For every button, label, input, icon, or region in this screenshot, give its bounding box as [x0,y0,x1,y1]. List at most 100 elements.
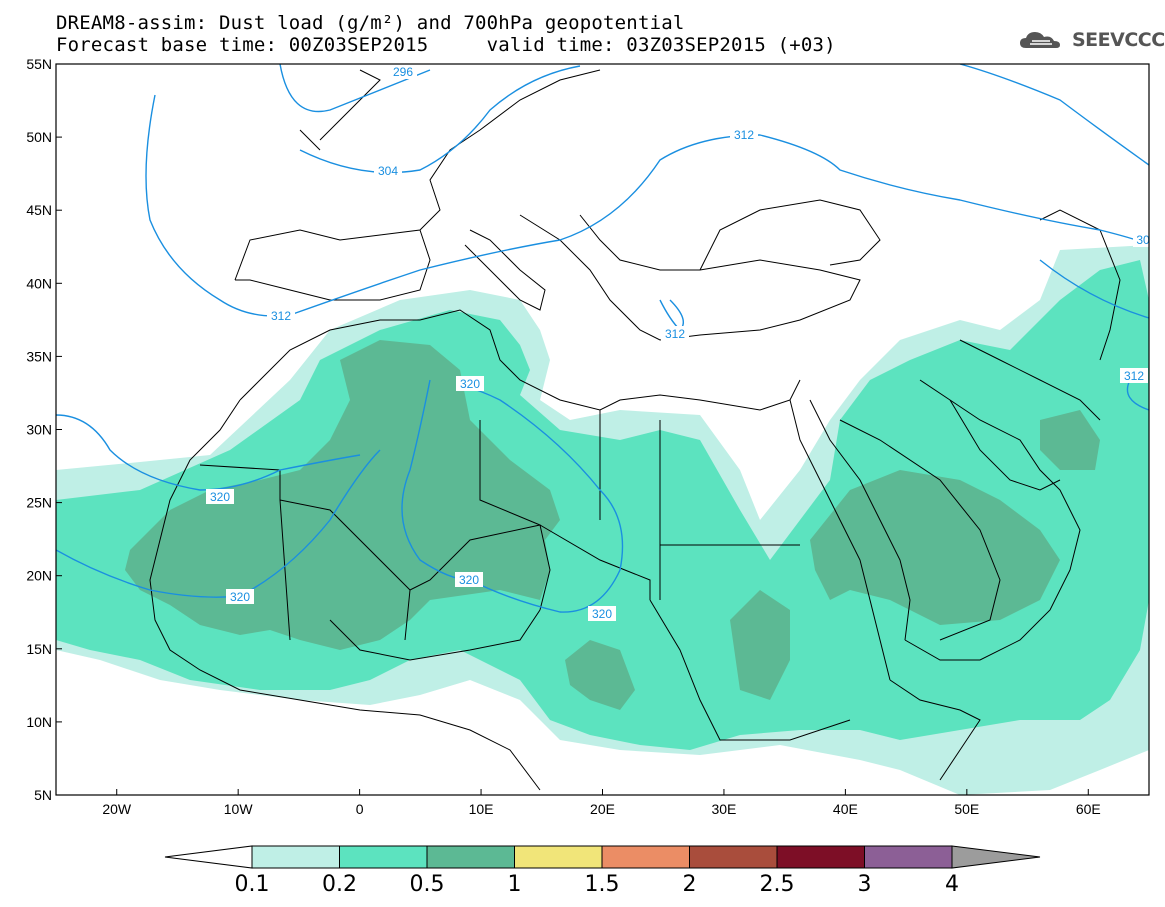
contour-label: 312 [1124,369,1144,383]
lon-label: 60E [1076,801,1101,817]
colorbar-label: 2.5 [760,872,795,897]
colorbar-label: 0.1 [235,872,270,897]
contour-label: 296 [393,65,413,79]
coast-uk [299,69,381,151]
contour-label-bg [588,606,616,621]
coast-red-sea [789,399,911,681]
colorbar-swatch [776,845,865,869]
contour-label: 320 [210,490,230,504]
lon-label: 0 [356,801,364,817]
contour-296 [279,64,431,113]
contour-label: 304 [378,164,398,178]
dust-level-0.5-b [565,640,635,710]
lat-label: 20N [26,568,52,584]
contour-label-bg [661,326,689,341]
colorbar-swatch [689,845,778,869]
contour-312-north [145,94,1149,317]
contour-label-bg [206,489,234,504]
colorbar-label: 0.2 [322,872,357,897]
colorbar-label: 0.5 [410,872,445,897]
border-sahara [199,464,651,641]
contour-label: 320 [230,590,250,604]
coast-west-africa [149,399,541,791]
colorbar-label: 3 [858,872,872,897]
lat-label: 55N [26,56,52,72]
lon-label: 20W [102,801,132,817]
lat-label: 10N [26,714,52,730]
contour-label: 320 [460,377,480,391]
contour-label: 312 [734,128,754,142]
coast-europe [234,69,601,301]
lat-label: 45N [26,202,52,218]
border-niger [329,609,541,661]
contour-label-bg [1133,232,1153,247]
colorbar-label: 1.5 [585,872,620,897]
contour-label-bg [226,589,254,604]
colorbar-label: 4 [945,872,959,897]
colorbar-swatch [426,845,515,869]
dust-level-0.5-e [1040,410,1100,470]
colorbar-label: 1 [508,872,522,897]
border-sudan [649,599,851,741]
coast-gulf [949,399,1061,491]
lon-label: 10W [224,801,254,817]
contour-label-bg [455,572,483,587]
lon-label: 20E [590,801,615,817]
lon-label: 30E [711,801,736,817]
map-title-line-1: DREAM8-assim: Dust load (g/m²) and 700hP… [56,12,685,34]
lon-label: 50E [954,801,979,817]
geopotential-contours [56,64,1149,613]
contour-320-central [401,379,624,613]
colorbar-swatch [514,845,603,869]
contour-label: 320 [459,573,479,587]
coast-north-africa [239,309,801,411]
lat-label: 15N [26,641,52,657]
contour-312-right [959,64,1149,166]
dust-level-0.5-d [810,470,1060,625]
contour-label-bg [389,64,417,79]
border-libya [479,410,601,526]
border-iran [959,339,1101,421]
contour-320-west [56,414,361,491]
colorbar-swatch [864,845,953,869]
border-egypt [659,420,800,600]
cloud-icon [1020,32,1060,48]
contour-label-bg [456,376,484,391]
lon-label: 40E [833,801,858,817]
contour-label: 320 [592,607,612,621]
lat-label: 40N [26,275,52,291]
lat-label: 25N [26,495,52,511]
contour-312-iran [1126,379,1149,411]
colorbar-swatch [251,845,340,869]
lat-label: 35N [26,348,52,364]
colorbar-swatch [601,845,690,869]
coast-horn-africa [889,679,981,781]
border-saudi [839,419,1001,641]
contour-304 [299,65,581,174]
contour-labels: 296 304 312 312 312 320 320 320 320 320 312 30 [206,64,1153,621]
contour-label-bg [374,163,402,178]
coast-arabia [904,379,1081,661]
seevccc-logo: SEEVCCC [1018,28,1165,52]
map-title-line-2: Forecast base time: 00Z03SEP2015 valid t… [56,34,836,56]
lat-label: 5N [34,787,52,803]
contour-label: 312 [665,327,685,341]
contour-label: 30 [1136,233,1150,247]
longitude-labels: 20W 10W 0 10E 20E 30E 40E 50E 60E [102,789,1101,817]
lon-label: 10E [469,801,494,817]
dust-shading [56,64,1149,795]
coast-blacksea [699,199,881,271]
contour-label: 312 [271,309,291,323]
coast-caspian [1039,209,1121,361]
contour-label-bg [1120,368,1148,383]
lat-label: 30N [26,422,52,438]
colorbar-swatch [339,845,428,869]
coast-italy [464,229,546,311]
dust-level-0.5-a [125,340,560,650]
lat-label: 50N [26,129,52,145]
contour-label-bg [730,127,758,142]
logo-text: SEEVCCC [1072,29,1165,51]
colorbar-label: 2 [683,872,697,897]
colorbar: 0.1 0.2 0.5 1 1.5 2 2.5 3 4 [164,845,1041,897]
